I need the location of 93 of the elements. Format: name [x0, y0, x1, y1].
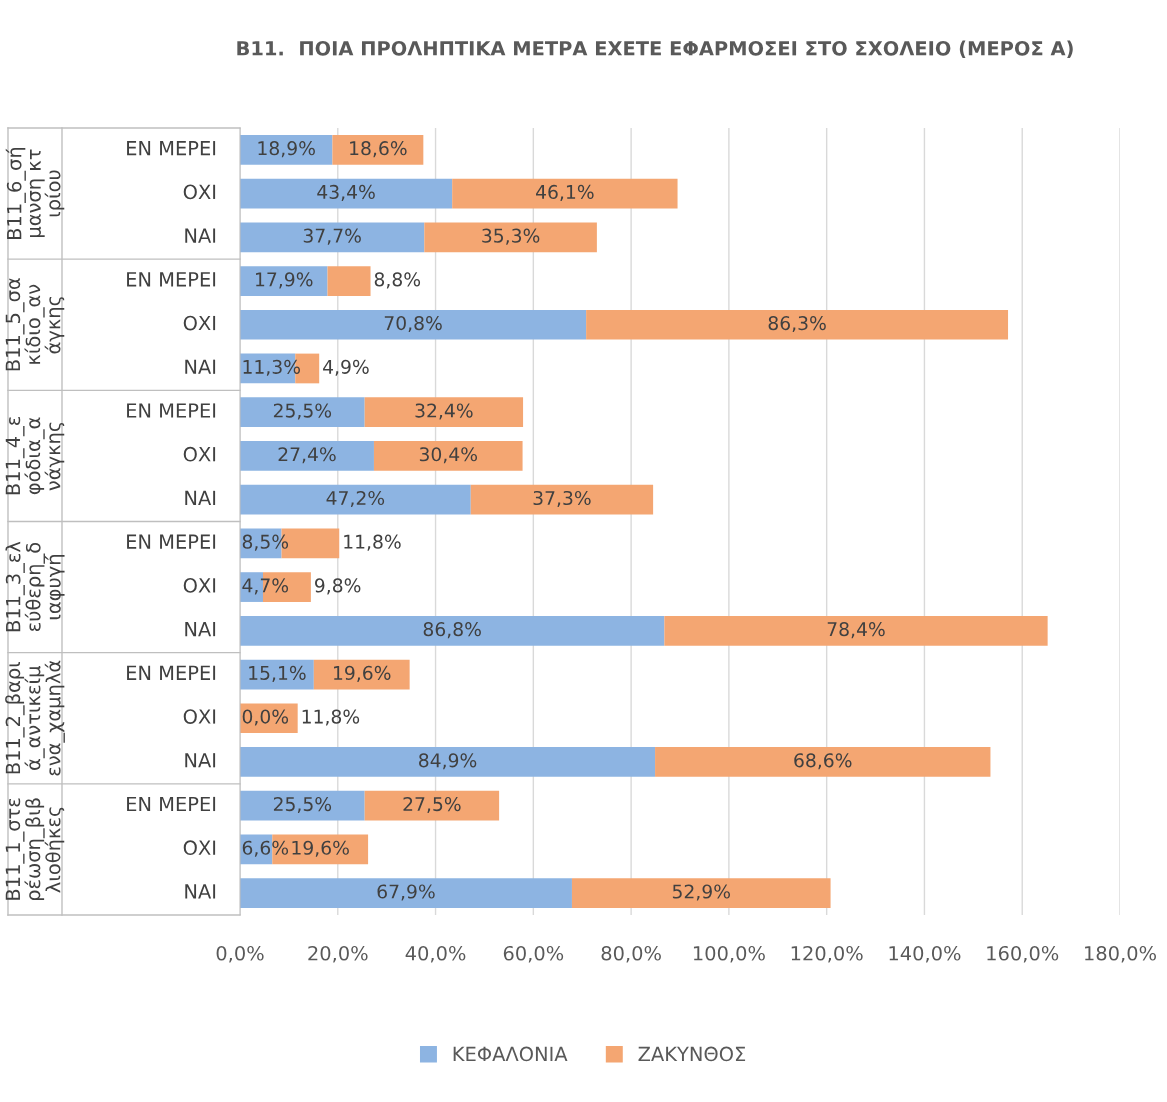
bar	[470, 484, 654, 515]
bar	[664, 615, 1048, 646]
data-label: 78,4%	[827, 622, 885, 639]
data-label: 4,9%	[323, 359, 369, 376]
x-tick-label: 60,0%	[503, 945, 564, 963]
data-label: 27,5%	[403, 796, 461, 814]
data-label: 86,8%	[423, 622, 481, 639]
data-label: 32,4%	[415, 403, 473, 420]
text: B11_6_σήμανση κτιρίου	[5, 147, 65, 239]
y-tick-label: ΟΧΙ	[183, 446, 216, 462]
data-label: 46,1%	[536, 184, 594, 201]
x-tick-label: 40,0%	[405, 945, 466, 963]
data-label: 18,6%	[350, 141, 407, 158]
data-label: 8,8%	[374, 272, 421, 289]
data-label: 0,0%	[242, 709, 289, 726]
chart-title: B11. ΠΟΙΑ ΠΡΟΛΗΠΤΙΚΑ ΜΕΤΡΑ ΕΧΕΤΕ ΕΦΑΡΜΟΣΕΙ ΣΤΟ ΣΧΟΛΕΙΟ (ΜΕΡΟΣ Α)	[237, 40, 1073, 58]
y-tick-label: ΕΝ ΜΕΡΕΙ	[127, 665, 216, 680]
data-label: 9,8%	[315, 578, 361, 595]
bar	[571, 878, 831, 908]
text: B11_1_στερέωση_βιβλιοθήκες	[5, 798, 65, 901]
y-tick-label: ΟΧΙ	[183, 840, 216, 856]
bar	[240, 441, 374, 471]
text: B11_5_σακίδιο_ανάγκης	[5, 278, 65, 371]
y-tick-label: ΕΝ ΜΕΡΕΙ	[127, 796, 216, 812]
data-label: 11,8%	[344, 534, 401, 551]
x-tick-label: 120,0%	[791, 945, 863, 963]
y-tick-label: ΟΧΙ	[183, 315, 216, 331]
data-label: 43,4%	[317, 184, 375, 201]
data-label: 35,3%	[482, 228, 540, 245]
data-label: 84,9%	[419, 753, 477, 770]
data-label: 47,2%	[326, 490, 385, 507]
bar	[240, 397, 365, 428]
x-tick-label: 180,0%	[1085, 945, 1156, 963]
data-label: 67,9%	[377, 884, 435, 901]
data-label: 30,4%	[419, 447, 478, 464]
bar	[240, 309, 587, 340]
text: B11_2_βαριά_αντικείμενα_χαμηλά	[5, 660, 65, 776]
y-tick-label: ΟΧΙ	[183, 184, 216, 200]
y-tick-label: ΟΧΙ	[183, 709, 216, 724]
x-tick-label: 160,0%	[987, 945, 1059, 963]
bar	[240, 266, 328, 296]
y-tick-label: ΕΝ ΜΕΡΕΙ	[127, 272, 216, 287]
legend-label: ΚΕΦΑΛΟΝΙΑ	[453, 1046, 568, 1062]
bar	[424, 222, 597, 253]
y-tick-label: ΝΑΙ	[185, 884, 216, 899]
y-tick-label: ΝΑΙ	[185, 359, 216, 374]
data-label: 17,9%	[256, 272, 313, 289]
x-tick-label: 0,0%	[216, 945, 264, 963]
data-label: 25,5%	[273, 796, 332, 814]
data-label: 19,6%	[334, 665, 391, 682]
bar	[240, 878, 572, 908]
bar	[655, 747, 991, 777]
bar	[586, 309, 1009, 340]
bar	[364, 790, 500, 821]
y-tick-label: ΝΑΙ	[185, 753, 216, 768]
bar	[332, 135, 424, 165]
bar	[240, 790, 365, 821]
data-label: 52,9%	[672, 884, 731, 901]
y-tick-label: ΝΑΙ	[185, 228, 216, 243]
y-tick-label: ΕΝ ΜΕΡΕΙ	[127, 141, 216, 156]
text: B11_3_ελεύθερη_διαφυγή	[5, 541, 65, 632]
data-label: 11,8%	[302, 709, 360, 726]
y-tick-label: ΕΝ ΜΕΡΕΙ	[127, 534, 216, 549]
y-tick-label: ΝΑΙ	[185, 490, 216, 505]
bar	[240, 178, 453, 209]
y-tick-label: ΕΝ ΜΕΡΕΙ	[127, 403, 216, 418]
data-label: 25,5%	[273, 403, 332, 420]
bar	[373, 441, 523, 471]
x-tick-label: 100,0%	[693, 945, 765, 963]
legend-label: ΖΑΚΥΝΘΟΣ	[638, 1046, 746, 1062]
data-label: 86,3%	[768, 316, 826, 333]
data-label: 15,1%	[249, 665, 306, 682]
bar	[240, 222, 425, 253]
bar	[240, 484, 471, 515]
data-label: 27,4%	[278, 447, 336, 464]
x-tick-label: 80,0%	[601, 945, 661, 963]
bar	[364, 397, 524, 428]
y-tick-label: ΟΧΙ	[183, 578, 216, 593]
bar	[240, 615, 665, 646]
data-label: 37,3%	[533, 490, 591, 507]
data-label: 70,8%	[384, 316, 442, 333]
x-tick-label: 20,0%	[308, 945, 368, 963]
data-label: 19,6%	[292, 840, 349, 857]
data-label: 37,7%	[303, 228, 361, 245]
y-tick-label: ΝΑΙ	[185, 621, 216, 637]
bar	[327, 266, 371, 296]
bar	[240, 747, 656, 777]
text: B11_4_εφόδια_ανάγκης	[5, 417, 65, 495]
data-label: 18,9%	[258, 141, 315, 158]
x-tick-label: 140,0%	[889, 945, 961, 963]
bar	[240, 135, 333, 165]
data-label: 68,6%	[794, 753, 852, 770]
bar	[452, 178, 678, 209]
